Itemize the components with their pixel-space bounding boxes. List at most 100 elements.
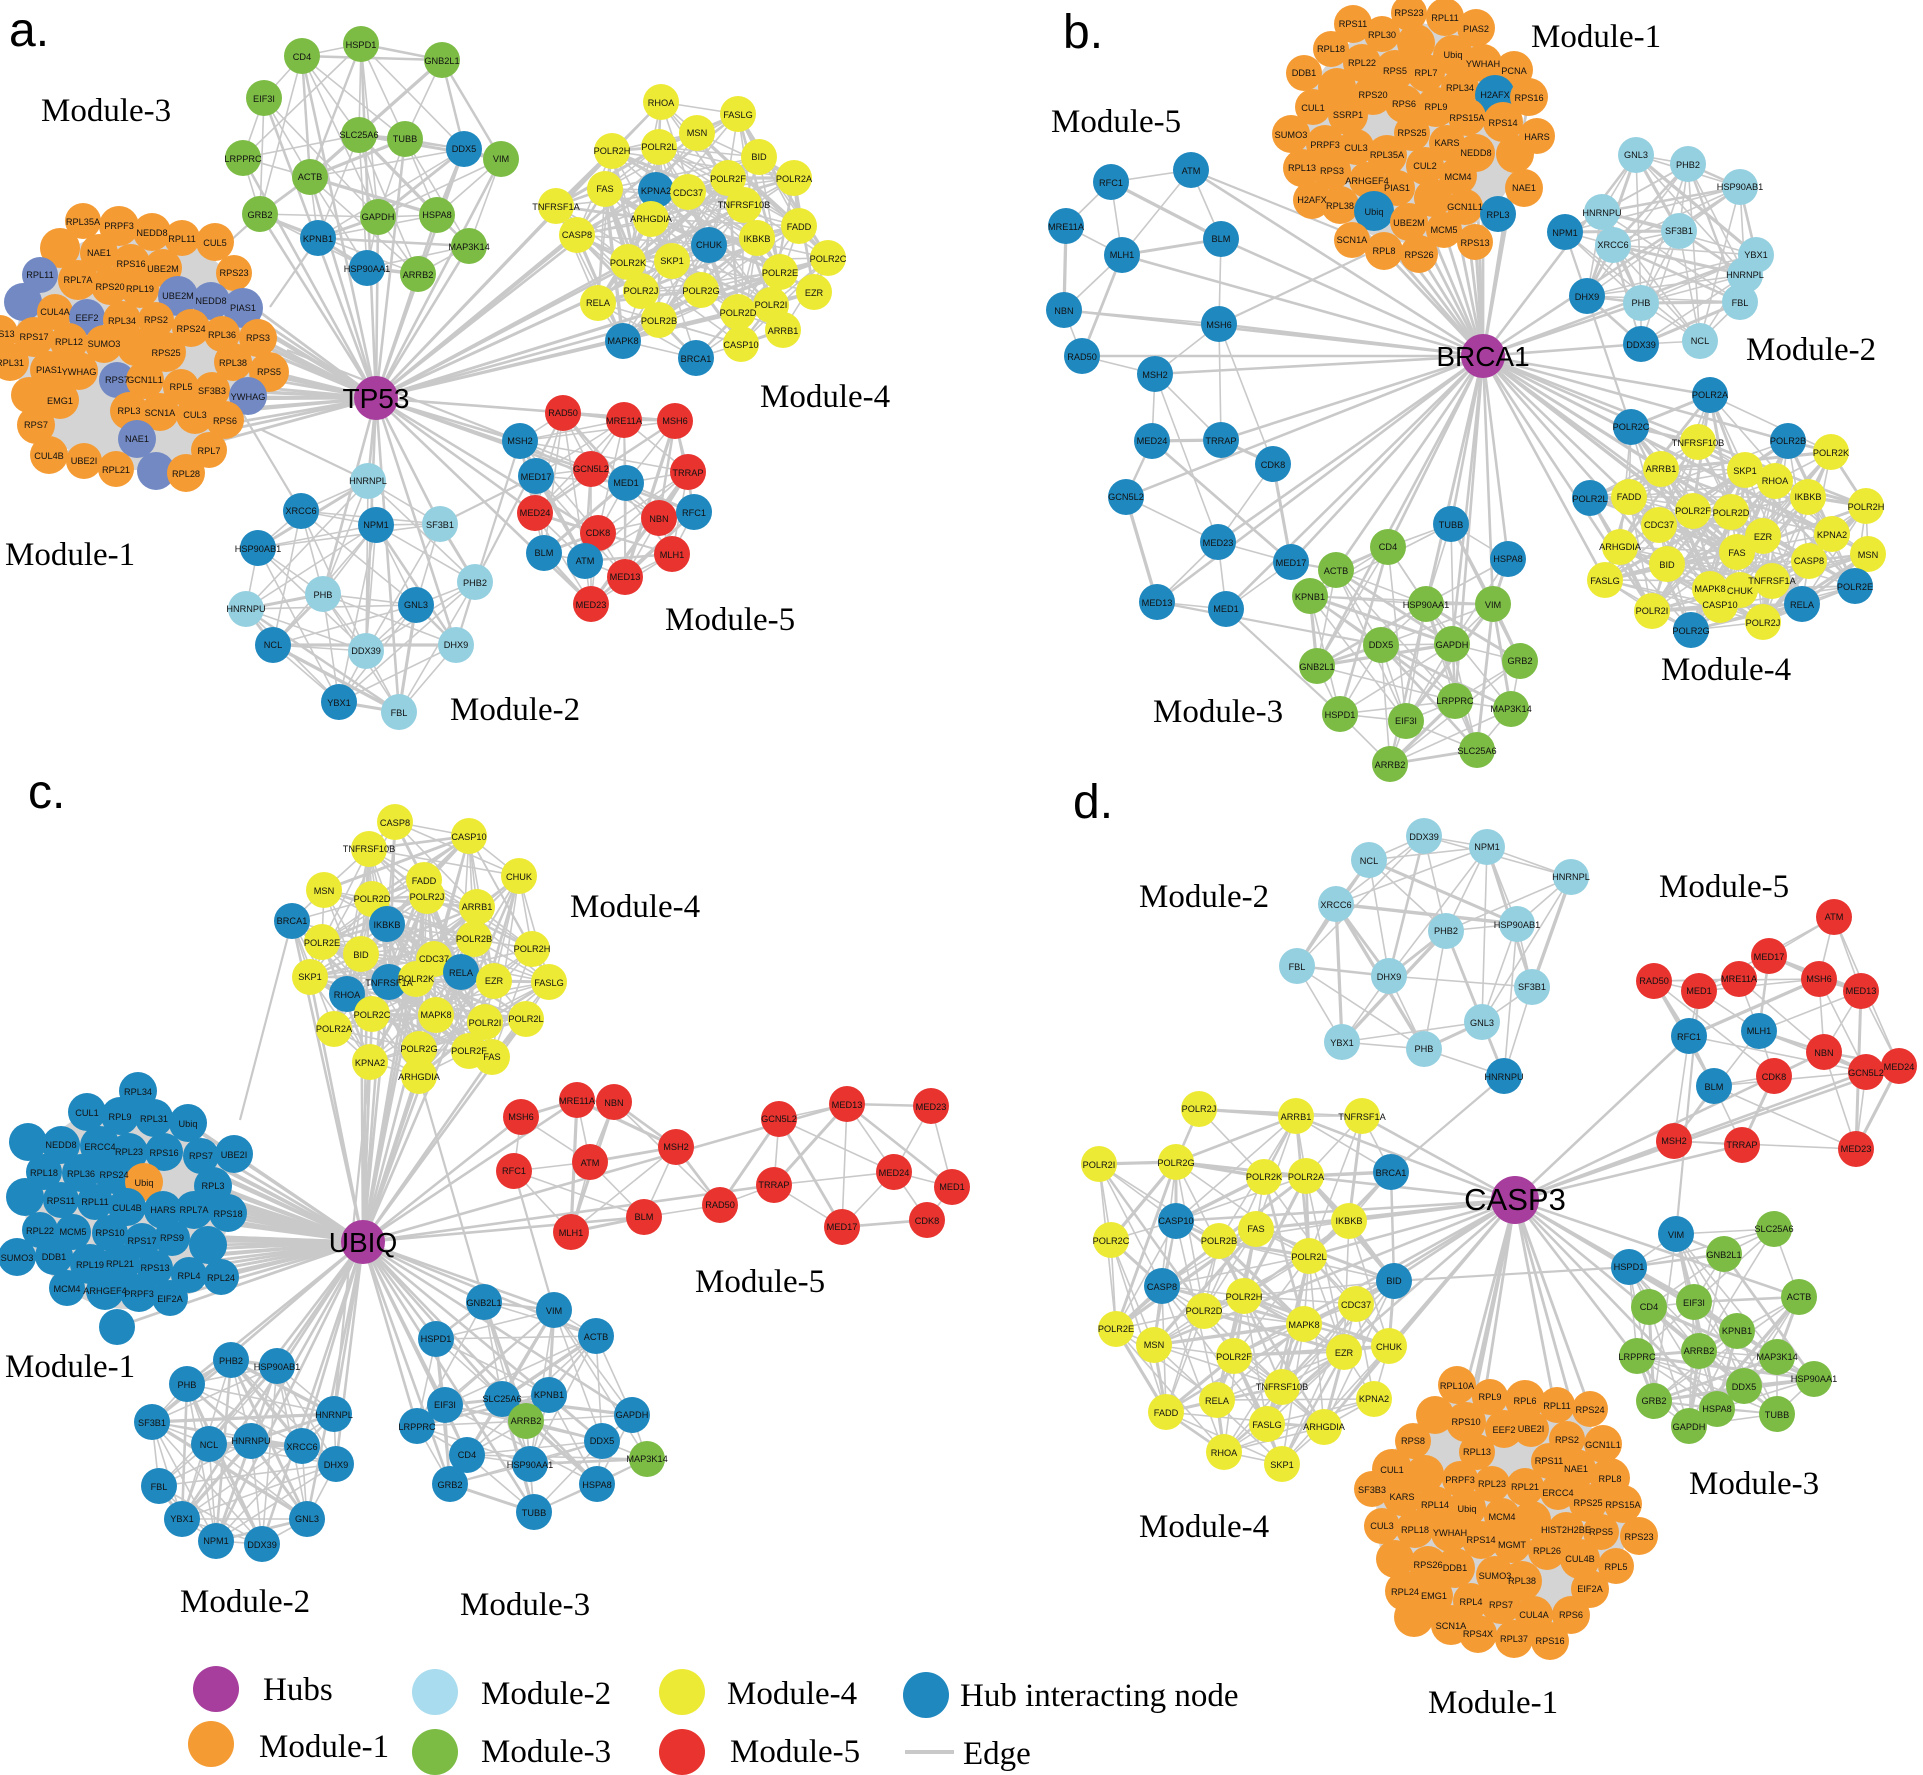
svg-text:ATM: ATM (1825, 912, 1844, 922)
svg-text:POLR2F: POLR2F (710, 174, 746, 184)
svg-text:POLR2B: POLR2B (641, 316, 677, 326)
svg-text:MED13: MED13 (1142, 598, 1173, 608)
svg-text:POLR2G: POLR2G (1157, 1158, 1194, 1168)
svg-text:MED23: MED23 (916, 1102, 947, 1112)
svg-text:CASP8: CASP8 (562, 230, 592, 240)
svg-text:HSPD1: HSPD1 (1614, 1262, 1645, 1272)
svg-text:RPL22: RPL22 (1348, 58, 1376, 68)
svg-text:Module-2: Module-2 (481, 1676, 611, 1712)
svg-text:PRPF3: PRPF3 (1310, 140, 1340, 150)
svg-text:POLR2B: POLR2B (1770, 436, 1806, 446)
svg-text:PHB: PHB (314, 590, 333, 600)
svg-text:GAPDH: GAPDH (616, 1410, 649, 1420)
svg-text:MSH6: MSH6 (662, 416, 688, 426)
svg-text:GNL3: GNL3 (1470, 1018, 1494, 1028)
svg-text:Module-2: Module-2 (1139, 879, 1269, 915)
svg-text:RPS16: RPS16 (116, 259, 145, 269)
svg-text:MGMT: MGMT (1498, 1540, 1526, 1550)
svg-text:ATM: ATM (576, 556, 595, 566)
svg-text:BRCA1: BRCA1 (1376, 1168, 1407, 1178)
svg-text:FASLG: FASLG (1252, 1420, 1282, 1430)
svg-text:MSN: MSN (687, 128, 707, 138)
svg-text:MED17: MED17 (1754, 952, 1785, 962)
svg-text:NPM1: NPM1 (363, 520, 389, 530)
svg-text:CUL2: CUL2 (1413, 161, 1437, 171)
svg-text:GNL3: GNL3 (1624, 150, 1648, 160)
svg-text:UBE2I: UBE2I (71, 456, 98, 466)
svg-text:RPL3: RPL3 (118, 406, 141, 416)
svg-text:POLR2L: POLR2L (1572, 494, 1607, 504)
svg-text:POLR2F: POLR2F (1216, 1352, 1252, 1362)
svg-text:BLM: BLM (1212, 234, 1231, 244)
svg-text:RPL24: RPL24 (1391, 1587, 1419, 1597)
svg-text:TUBB: TUBB (1765, 1410, 1790, 1420)
svg-text:POLR2J: POLR2J (624, 286, 659, 296)
svg-text:DDB1: DDB1 (1292, 68, 1317, 78)
svg-text:PIAS1: PIAS1 (36, 365, 62, 375)
svg-text:FASLG: FASLG (1590, 576, 1620, 586)
svg-text:RHOA: RHOA (334, 990, 361, 1000)
svg-text:RPS13: RPS13 (1460, 238, 1489, 248)
svg-text:TRRAP: TRRAP (1205, 436, 1236, 446)
svg-text:VIM: VIM (1485, 600, 1501, 610)
svg-text:NCL: NCL (1691, 336, 1709, 346)
svg-text:H2AFX: H2AFX (1297, 195, 1327, 205)
svg-text:YWHAG: YWHAG (62, 367, 97, 377)
svg-text:RPL11: RPL11 (1543, 1401, 1570, 1411)
svg-text:CDC37: CDC37 (673, 188, 703, 198)
svg-text:Module-1: Module-1 (5, 537, 135, 573)
svg-text:BRCA1: BRCA1 (277, 916, 308, 926)
svg-text:MAPK8: MAPK8 (1694, 584, 1725, 594)
svg-text:RPL19: RPL19 (76, 1260, 104, 1270)
svg-text:Module-3: Module-3 (481, 1734, 611, 1770)
svg-text:RPL3: RPL3 (1487, 210, 1510, 220)
svg-text:PIAS1: PIAS1 (230, 303, 256, 313)
svg-text:Module-2: Module-2 (180, 1584, 310, 1620)
svg-text:CD4: CD4 (458, 1450, 476, 1460)
svg-text:SKP1: SKP1 (1733, 466, 1757, 476)
svg-text:RPL35A: RPL35A (66, 217, 101, 227)
svg-text:TNFRSF1A: TNFRSF1A (1748, 576, 1796, 586)
svg-text:YBX1: YBX1 (327, 698, 351, 708)
svg-text:RELA: RELA (1790, 600, 1815, 610)
svg-text:FAS: FAS (1728, 548, 1745, 558)
svg-text:SKP1: SKP1 (660, 256, 684, 266)
svg-text:RPS2: RPS2 (144, 315, 168, 325)
svg-text:HSP90AA1: HSP90AA1 (344, 264, 390, 274)
svg-text:DHX9: DHX9 (444, 640, 469, 650)
svg-text:EIF2A: EIF2A (1577, 1584, 1603, 1594)
svg-text:HSPD1: HSPD1 (421, 1334, 452, 1344)
svg-text:HSP90AB1: HSP90AB1 (235, 544, 281, 554)
svg-text:HNRNPL: HNRNPL (1726, 270, 1764, 280)
svg-text:CDK8: CDK8 (1261, 460, 1286, 470)
svg-text:CUL4B: CUL4B (1565, 1554, 1595, 1564)
svg-text:MED13: MED13 (1846, 986, 1877, 996)
svg-text:POLR2D: POLR2D (1713, 508, 1750, 518)
svg-text:EIF3I: EIF3I (253, 94, 275, 104)
svg-text:SLC25A6: SLC25A6 (1457, 746, 1496, 756)
svg-text:SF3B1: SF3B1 (138, 1418, 166, 1428)
svg-text:POLR2J: POLR2J (1746, 618, 1781, 628)
svg-text:MAP3K14: MAP3K14 (448, 242, 489, 252)
svg-text:LRPPRC: LRPPRC (224, 154, 262, 164)
svg-text:POLR2J: POLR2J (1182, 1104, 1217, 1114)
svg-text:DDX5: DDX5 (590, 1436, 615, 1446)
svg-text:DHX9: DHX9 (1575, 292, 1600, 302)
svg-text:FBL: FBL (391, 708, 408, 718)
svg-text:POLR2G: POLR2G (400, 1044, 437, 1054)
svg-text:ARRB1: ARRB1 (462, 902, 493, 912)
svg-text:NBN: NBN (1814, 1048, 1833, 1058)
svg-text:FBL: FBL (1732, 298, 1749, 308)
svg-text:GAPDH: GAPDH (362, 212, 395, 222)
svg-text:HNRNPU: HNRNPU (231, 1436, 270, 1446)
svg-text:Hubs: Hubs (263, 1672, 333, 1708)
svg-text:TP53: TP53 (343, 383, 410, 414)
svg-text:RPL18: RPL18 (1401, 1525, 1429, 1535)
svg-text:KPNA2: KPNA2 (641, 186, 671, 196)
svg-text:MED24: MED24 (1884, 1062, 1915, 1072)
svg-text:GCN1L1: GCN1L1 (1447, 202, 1483, 212)
svg-text:BLM: BLM (1705, 1082, 1724, 1092)
svg-text:EIF2A: EIF2A (157, 1294, 183, 1304)
svg-text:ARRB2: ARRB2 (1684, 1346, 1715, 1356)
svg-text:SUMO3: SUMO3 (1479, 1571, 1512, 1581)
